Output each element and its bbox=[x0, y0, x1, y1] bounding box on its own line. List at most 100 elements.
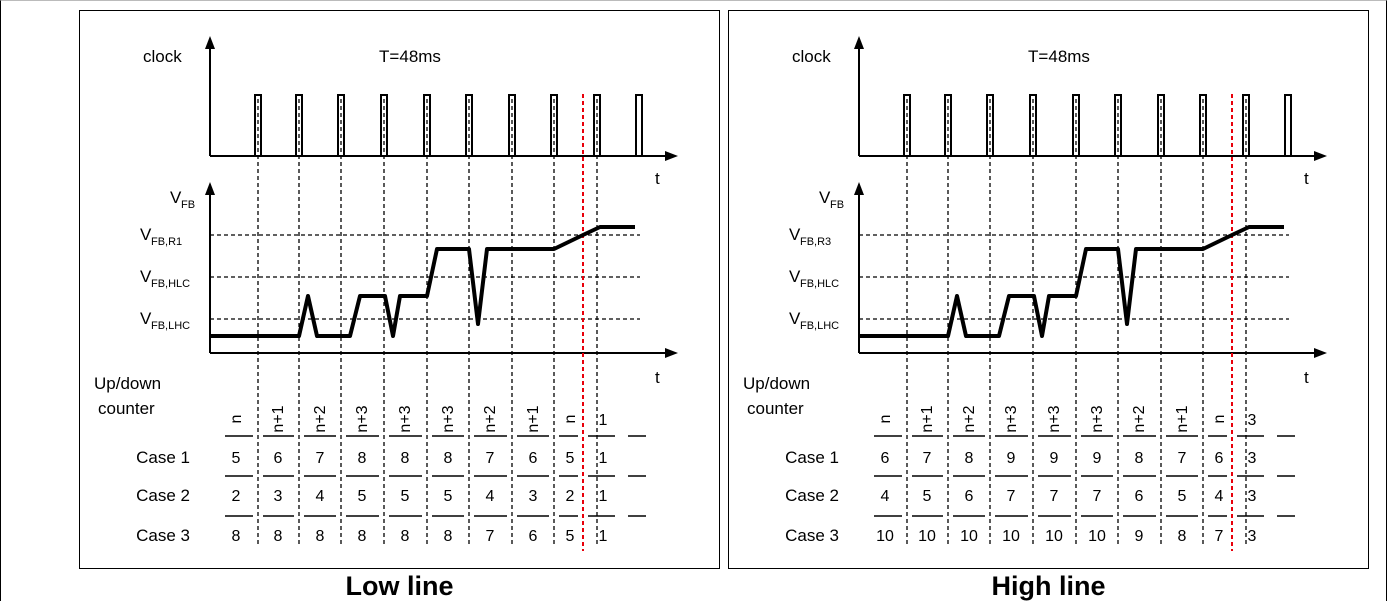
case-1-value-1: 6 bbox=[881, 450, 890, 467]
low-line-panel: clock T=48ms t t V FB V FB,R1 V FB,HLC V FB,LHC Up/d… bbox=[79, 10, 720, 569]
period-label: T=48ms bbox=[379, 47, 441, 66]
counter-value-6: n+3 bbox=[1089, 405, 1106, 432]
level-label-1: V bbox=[789, 225, 801, 244]
level-label-2: V bbox=[789, 267, 801, 286]
case-3-value-1: 8 bbox=[232, 528, 241, 545]
case-3-value-10: 1 bbox=[599, 528, 608, 545]
clock-y-arrow bbox=[854, 36, 864, 49]
case-3-value-9: 7 bbox=[1215, 528, 1224, 545]
clock-x-arrow bbox=[665, 151, 678, 161]
level-sublabel-3: FB,LHC bbox=[800, 320, 839, 332]
clock-x-arrow bbox=[1314, 151, 1327, 161]
counter-value-4: n+3 bbox=[354, 405, 371, 432]
clock-pulse-1 bbox=[903, 94, 911, 156]
vfb-y-arrow bbox=[205, 182, 215, 195]
case-3-value-9: 5 bbox=[566, 528, 575, 545]
case-2-value-7: 6 bbox=[1135, 488, 1144, 505]
case-2-value-3: 6 bbox=[965, 488, 974, 505]
counter-label-line1: Up/down bbox=[94, 374, 161, 393]
counter-value-3: n+2 bbox=[961, 405, 978, 432]
vfb-axis-subscript: FB bbox=[830, 199, 844, 211]
counter-value-5: n+3 bbox=[397, 405, 414, 432]
clock-y-arrow bbox=[205, 36, 215, 49]
clock-pulse-3 bbox=[986, 94, 994, 156]
counter-value-8: n+1 bbox=[1174, 405, 1191, 432]
case-1-label: Case 1 bbox=[136, 448, 190, 467]
case-2-value-5: 5 bbox=[401, 488, 410, 505]
vfb-waveform bbox=[210, 225, 635, 338]
level-label-3: V bbox=[140, 309, 152, 328]
counter-value-1: n bbox=[877, 415, 894, 424]
clock-pulse-4 bbox=[380, 94, 388, 156]
case-3-label: Case 3 bbox=[785, 526, 839, 545]
counter-value-7: n+2 bbox=[482, 405, 499, 432]
case-1-value-10: 3 bbox=[1248, 450, 1257, 467]
clock-pulse-8 bbox=[1199, 94, 1207, 156]
high-line-panel: clock T=48ms t t V FB V FB,R3 V FB,HLC V FB,LHC Up/d… bbox=[728, 10, 1369, 569]
case-1-value-2: 7 bbox=[923, 450, 932, 467]
case-2-value-4: 7 bbox=[1007, 488, 1016, 505]
counter-value-9: n bbox=[1211, 415, 1228, 424]
vfb-waveform bbox=[859, 225, 1284, 338]
case-3-value-5: 8 bbox=[401, 528, 410, 545]
clock-time-axis-label: t bbox=[1304, 169, 1309, 188]
clock-pulse-10 bbox=[1284, 94, 1292, 156]
high-line-caption: High line bbox=[991, 571, 1106, 601]
case-2-value-4: 5 bbox=[358, 488, 367, 505]
case-2-value-1: 2 bbox=[232, 488, 241, 505]
case-1-value-5: 8 bbox=[401, 450, 410, 467]
counter-value-1: n bbox=[228, 415, 245, 424]
counter-value-6: n+3 bbox=[440, 405, 457, 432]
case-2-value-10: 1 bbox=[599, 488, 608, 505]
clock-pulse-2 bbox=[944, 94, 952, 156]
vfb-axis-label: V bbox=[170, 188, 182, 207]
case-3-value-3: 8 bbox=[316, 528, 325, 545]
counter-label-line2: counter bbox=[747, 399, 804, 418]
case-3-value-6: 8 bbox=[444, 528, 453, 545]
clock-pulse-10 bbox=[635, 94, 643, 156]
vfb-axis-subscript: FB bbox=[181, 199, 195, 211]
clock-label: clock bbox=[143, 47, 182, 66]
case-3-value-1: 10 bbox=[876, 528, 894, 545]
case-1-value-6: 9 bbox=[1093, 450, 1102, 467]
vfb-time-axis-label: t bbox=[655, 368, 660, 387]
counter-value-9: n bbox=[562, 415, 579, 424]
level-label-3: V bbox=[789, 309, 801, 328]
vfb-axis-label: V bbox=[819, 188, 831, 207]
clock-pulse-6 bbox=[465, 94, 473, 156]
case-1-value-3: 7 bbox=[316, 450, 325, 467]
case-3-value-4: 10 bbox=[1002, 528, 1020, 545]
case-2-value-9: 2 bbox=[566, 488, 575, 505]
counter-value-2: n+1 bbox=[919, 405, 936, 432]
counter-value-8: n+1 bbox=[525, 405, 542, 432]
case-3-label: Case 3 bbox=[136, 526, 190, 545]
counter-value-3: n+2 bbox=[312, 405, 329, 432]
case-2-value-5: 7 bbox=[1050, 488, 1059, 505]
clock-pulse-7 bbox=[508, 94, 516, 156]
case-3-value-10: 3 bbox=[1248, 528, 1257, 545]
case-2-value-3: 4 bbox=[316, 488, 325, 505]
level-sublabel-3: FB,LHC bbox=[151, 320, 190, 332]
case-2-label: Case 2 bbox=[136, 486, 190, 505]
case-2-value-6: 5 bbox=[444, 488, 453, 505]
clock-time-axis-label: t bbox=[655, 169, 660, 188]
vfb-y-arrow bbox=[854, 182, 864, 195]
level-sublabel-2: FB,HLC bbox=[800, 278, 839, 290]
case-1-value-7: 7 bbox=[486, 450, 495, 467]
case-2-value-6: 7 bbox=[1093, 488, 1102, 505]
case-2-value-2: 3 bbox=[274, 488, 283, 505]
case-1-value-3: 8 bbox=[965, 450, 974, 467]
case-1-value-10: 1 bbox=[599, 450, 608, 467]
level-sublabel-2: FB,HLC bbox=[151, 278, 190, 290]
clock-pulse-5 bbox=[423, 94, 431, 156]
counter-value-5: n+3 bbox=[1046, 405, 1063, 432]
case-3-value-7: 9 bbox=[1135, 528, 1144, 545]
counter-value-10: 3 bbox=[1248, 412, 1257, 429]
clock-pulse-4 bbox=[1029, 94, 1037, 156]
clock-pulse-9 bbox=[1242, 94, 1250, 156]
case-1-value-9: 6 bbox=[1215, 450, 1224, 467]
level-sublabel-1: FB,R1 bbox=[151, 236, 182, 248]
clock-label: clock bbox=[792, 47, 831, 66]
counter-value-10: 1 bbox=[599, 412, 608, 429]
